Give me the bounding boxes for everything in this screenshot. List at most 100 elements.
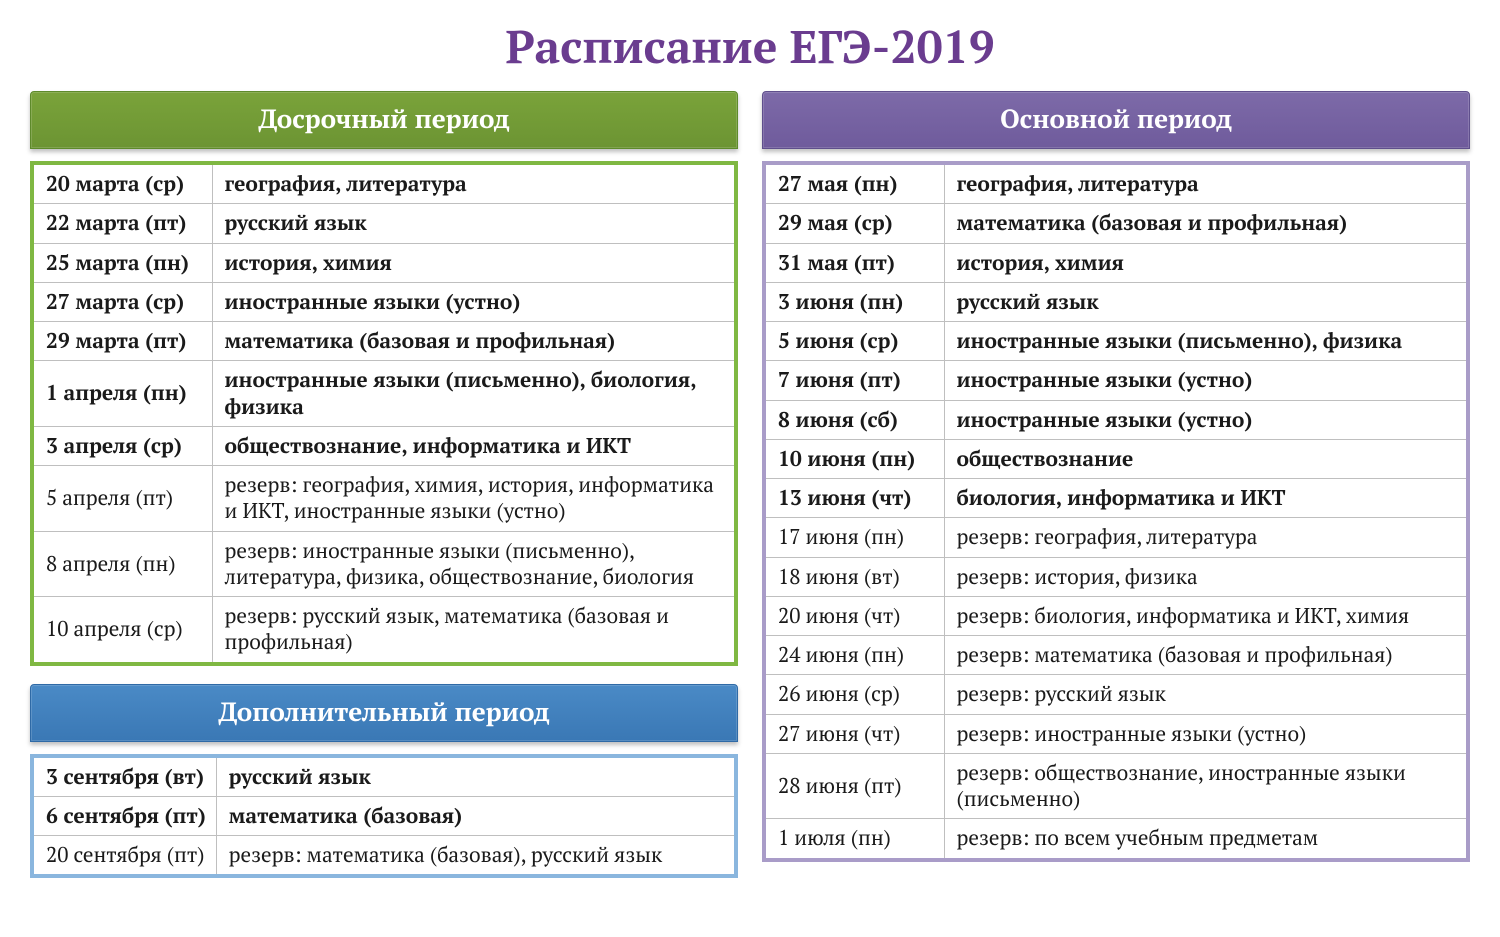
subjects-cell: география, литература	[212, 163, 736, 204]
subjects-cell: резерв: биология, информатика и ИКТ, хим…	[944, 596, 1468, 635]
date-cell: 31 мая (пт)	[764, 243, 944, 282]
date-cell: 10 июня (пн)	[764, 439, 944, 478]
subjects-cell: иностранные языки (устно)	[944, 361, 1468, 400]
date-cell: 8 апреля (пн)	[32, 531, 212, 597]
date-cell: 27 марта (ср)	[32, 282, 212, 321]
date-cell: 7 июня (пт)	[764, 361, 944, 400]
subjects-cell: резерв: иностранные языки (устно)	[944, 714, 1468, 753]
page-title: Расписание ЕГЭ-2019	[30, 16, 1470, 77]
date-cell: 3 сентября (вт)	[32, 756, 216, 797]
table-row: 8 апреля (пн)резерв: иностранные языки (…	[32, 531, 736, 597]
subjects-cell: иностранные языки (письменно), биология,…	[212, 361, 736, 427]
date-cell: 5 июня (ср)	[764, 322, 944, 361]
date-cell: 20 июня (чт)	[764, 596, 944, 635]
date-cell: 20 сентября (пт)	[32, 836, 216, 877]
table-row: 8 июня (сб)иностранные языки (устно)	[764, 400, 1468, 439]
date-cell: 8 июня (сб)	[764, 400, 944, 439]
date-cell: 29 мая (ср)	[764, 204, 944, 243]
date-cell: 22 марта (пт)	[32, 204, 212, 243]
subjects-cell: история, химия	[944, 243, 1468, 282]
subjects-cell: резерв: по всем учебным предметам	[944, 819, 1468, 860]
date-cell: 27 мая (пн)	[764, 163, 944, 204]
date-cell: 18 июня (вт)	[764, 557, 944, 596]
period-extra-table: 3 сентября (вт)русский язык6 сентября (п…	[30, 754, 738, 879]
table-row: 31 мая (пт)история, химия	[764, 243, 1468, 282]
subjects-cell: иностранные языки (письменно), физика	[944, 322, 1468, 361]
table-row: 13 июня (чт)биология, информатика и ИКТ	[764, 479, 1468, 518]
subjects-cell: резерв: русский язык	[944, 675, 1468, 714]
period-main-header: Основной период	[762, 91, 1470, 149]
table-row: 20 марта (ср)география, литература	[32, 163, 736, 204]
table-row: 6 сентября (пт)математика (базовая)	[32, 796, 736, 835]
date-cell: 5 апреля (пт)	[32, 466, 212, 532]
subjects-cell: русский язык	[212, 204, 736, 243]
period-early-table: 20 марта (ср)география, литература22 мар…	[30, 161, 738, 666]
table-row: 10 июня (пн)обществознание	[764, 439, 1468, 478]
date-cell: 3 апреля (ср)	[32, 426, 212, 465]
date-cell: 1 июля (пн)	[764, 819, 944, 860]
period-early-header: Досрочный период	[30, 91, 738, 149]
period-extra-header: Дополнительный период	[30, 684, 738, 742]
table-row: 24 июня (пн)резерв: математика (базовая …	[764, 636, 1468, 675]
table-row: 28 июня (пт)резерв: обществознание, инос…	[764, 753, 1468, 819]
left-column: Досрочный период 20 марта (ср)география,…	[30, 91, 738, 896]
right-column: Основной период 27 мая (пн)география, ли…	[762, 91, 1470, 896]
subjects-cell: резерв: математика (базовая и профильная…	[944, 636, 1468, 675]
subjects-cell: география, литература	[944, 163, 1468, 204]
table-row: 20 сентября (пт)резерв: математика (базо…	[32, 836, 736, 877]
table-row: 3 июня (пн)русский язык	[764, 282, 1468, 321]
subjects-cell: резерв: география, химия, история, инфор…	[212, 466, 736, 532]
subjects-cell: резерв: обществознание, иностранные язык…	[944, 753, 1468, 819]
date-cell: 25 марта (пн)	[32, 243, 212, 282]
table-row: 1 апреля (пн)иностранные языки (письменн…	[32, 361, 736, 427]
subjects-cell: резерв: география, литература	[944, 518, 1468, 557]
date-cell: 6 сентября (пт)	[32, 796, 216, 835]
date-cell: 28 июня (пт)	[764, 753, 944, 819]
table-row: 27 июня (чт)резерв: иностранные языки (у…	[764, 714, 1468, 753]
period-extra: Дополнительный период 3 сентября (вт)рус…	[30, 684, 738, 879]
subjects-cell: математика (базовая)	[216, 796, 736, 835]
subjects-cell: резерв: история, физика	[944, 557, 1468, 596]
period-early: Досрочный период 20 марта (ср)география,…	[30, 91, 738, 666]
date-cell: 29 марта (пт)	[32, 322, 212, 361]
subjects-cell: история, химия	[212, 243, 736, 282]
table-row: 5 апреля (пт)резерв: география, химия, и…	[32, 466, 736, 532]
table-row: 27 марта (ср)иностранные языки (устно)	[32, 282, 736, 321]
subjects-cell: русский язык	[216, 756, 736, 797]
date-cell: 24 июня (пн)	[764, 636, 944, 675]
table-row: 26 июня (ср)резерв: русский язык	[764, 675, 1468, 714]
subjects-cell: резерв: иностранные языки (письменно), л…	[212, 531, 736, 597]
date-cell: 26 июня (ср)	[764, 675, 944, 714]
table-row: 22 марта (пт)русский язык	[32, 204, 736, 243]
subjects-cell: резерв: русский язык, математика (базова…	[212, 597, 736, 664]
date-cell: 17 июня (пн)	[764, 518, 944, 557]
subjects-cell: иностранные языки (устно)	[212, 282, 736, 321]
date-cell: 27 июня (чт)	[764, 714, 944, 753]
date-cell: 20 марта (ср)	[32, 163, 212, 204]
table-row: 27 мая (пн)география, литература	[764, 163, 1468, 204]
date-cell: 1 апреля (пн)	[32, 361, 212, 427]
subjects-cell: обществознание, информатика и ИКТ	[212, 426, 736, 465]
period-main-table: 27 мая (пн)география, литература29 мая (…	[762, 161, 1470, 862]
table-row: 1 июля (пн)резерв: по всем учебным предм…	[764, 819, 1468, 860]
table-row: 10 апреля (ср)резерв: русский язык, мате…	[32, 597, 736, 664]
table-row: 7 июня (пт)иностранные языки (устно)	[764, 361, 1468, 400]
table-row: 20 июня (чт)резерв: биология, информатик…	[764, 596, 1468, 635]
subjects-cell: русский язык	[944, 282, 1468, 321]
table-row: 3 сентября (вт)русский язык	[32, 756, 736, 797]
table-row: 5 июня (ср)иностранные языки (письменно)…	[764, 322, 1468, 361]
table-row: 29 марта (пт)математика (базовая и профи…	[32, 322, 736, 361]
columns-wrapper: Досрочный период 20 марта (ср)география,…	[30, 91, 1470, 896]
subjects-cell: резерв: математика (базовая), русский яз…	[216, 836, 736, 877]
date-cell: 13 июня (чт)	[764, 479, 944, 518]
subjects-cell: математика (базовая и профильная)	[944, 204, 1468, 243]
table-row: 29 мая (ср)математика (базовая и профиль…	[764, 204, 1468, 243]
table-row: 18 июня (вт)резерв: история, физика	[764, 557, 1468, 596]
subjects-cell: иностранные языки (устно)	[944, 400, 1468, 439]
subjects-cell: обществознание	[944, 439, 1468, 478]
date-cell: 3 июня (пн)	[764, 282, 944, 321]
table-row: 25 марта (пн)история, химия	[32, 243, 736, 282]
subjects-cell: биология, информатика и ИКТ	[944, 479, 1468, 518]
subjects-cell: математика (базовая и профильная)	[212, 322, 736, 361]
table-row: 17 июня (пн)резерв: география, литератур…	[764, 518, 1468, 557]
